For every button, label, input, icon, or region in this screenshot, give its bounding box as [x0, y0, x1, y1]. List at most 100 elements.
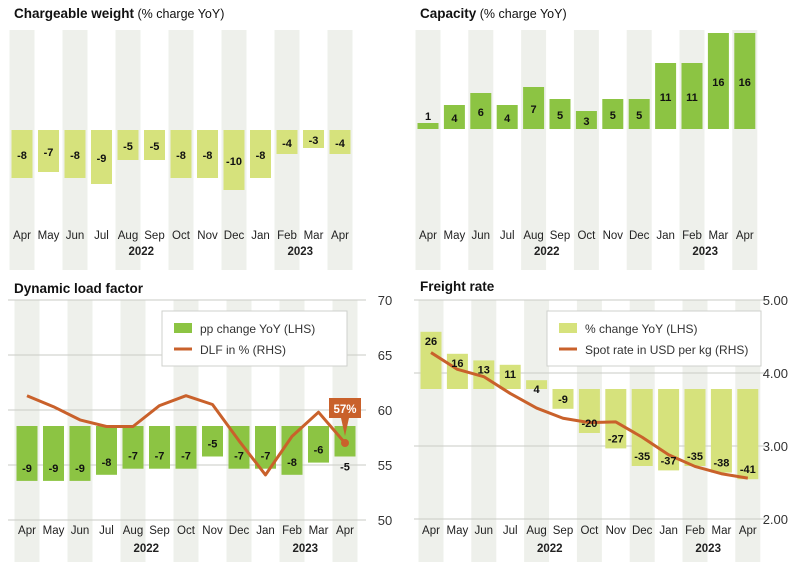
x-tick-label: Nov: [603, 230, 624, 242]
bar-value-label: -4: [335, 138, 346, 150]
bar-value-label: -9: [558, 394, 568, 406]
year-label: 2022: [133, 543, 159, 555]
bar: [117, 130, 139, 160]
bar-value-label: -9: [22, 463, 32, 475]
chart-subtitle: (% charge YoY): [134, 7, 224, 21]
year-label: 2023: [692, 246, 718, 258]
bar: [69, 426, 91, 481]
bar-value-label: 11: [686, 92, 698, 104]
bar: [223, 130, 245, 190]
bar-value-label: 16: [739, 77, 751, 89]
bar: [175, 426, 197, 469]
bar: [443, 105, 465, 129]
legend-box: [546, 310, 762, 367]
bar: [710, 389, 732, 473]
bar-value-label: 11: [504, 369, 516, 381]
bar: [549, 99, 571, 129]
x-tick-label: Apr: [13, 230, 31, 242]
x-tick-label: Nov: [606, 525, 627, 537]
bar-value-label: -8: [17, 150, 27, 162]
bar-value-label: -38: [713, 458, 729, 470]
legend: % change YoY (LHS) Spot rate in USD per k…: [546, 310, 762, 367]
bar: [496, 105, 518, 129]
x-tick-label: Jul: [94, 230, 109, 242]
bar: [631, 389, 653, 466]
bar-value-label: -35: [687, 451, 703, 463]
x-tick-label: Dec: [629, 230, 650, 242]
bar: [684, 389, 706, 466]
bar: [655, 63, 677, 129]
bar-value-label: 5: [557, 110, 563, 122]
y2-tick-label: 4.00: [763, 366, 788, 381]
column-stripe: [415, 30, 441, 270]
bar: [303, 130, 324, 148]
bar: [420, 331, 442, 389]
x-tick-label: Jul: [503, 525, 518, 537]
bar-value-label: -41: [740, 464, 756, 476]
bar: [38, 130, 59, 172]
bar: [575, 111, 597, 129]
bar: [144, 130, 165, 160]
x-tick-label: Apr: [739, 525, 757, 537]
bar-value-label: -7: [44, 147, 54, 159]
highlight-point: [341, 439, 349, 447]
legend-box: [161, 310, 348, 367]
bar: [605, 389, 627, 449]
legend: pp change YoY (LHS) DLF in % (RHS): [161, 310, 348, 367]
bar: [523, 87, 545, 129]
x-tick-label: Jun: [71, 525, 90, 537]
y2-tick-label: 5.00: [763, 293, 788, 308]
chart-title: Chargeable weight (% charge YoY): [14, 6, 224, 21]
bar: [552, 389, 574, 409]
bar: [470, 93, 492, 129]
bar-value-label: -8: [256, 150, 266, 162]
bar-value-label: -8: [70, 150, 80, 162]
column-stripe: [626, 30, 652, 270]
x-tick-label: Apr: [336, 525, 354, 537]
bar: [734, 33, 756, 129]
year-label: 2023: [287, 246, 313, 258]
bar-value-label: -5: [340, 462, 350, 474]
bar: [737, 389, 759, 480]
bar: [281, 426, 303, 475]
legend-label: pp change YoY (LHS): [200, 322, 315, 336]
legend-swatch-bar: [174, 323, 192, 333]
column-stripe: [573, 30, 599, 270]
x-tick-label: Sep: [553, 525, 573, 537]
column-stripe: [524, 300, 550, 562]
x-tick-label: Jan: [251, 230, 270, 242]
bar-value-label: 1: [425, 111, 431, 123]
bar-value-label: -7: [155, 451, 165, 463]
bar-value-label: -35: [634, 451, 650, 463]
x-tick-label: May: [43, 525, 65, 537]
chart-subtitle: (% charge YoY): [476, 7, 566, 21]
x-tick-label: Apr: [18, 525, 36, 537]
x-tick-label: Jun: [472, 230, 491, 242]
bar-value-label: 4: [451, 113, 458, 125]
year-label: 2022: [128, 246, 154, 258]
x-tick-label: Feb: [277, 230, 297, 242]
bar: [202, 426, 223, 457]
year-label: 2022: [537, 543, 563, 555]
bar-value-label: 13: [478, 364, 490, 376]
bar-value-label: -7: [128, 451, 138, 463]
bar: [602, 99, 624, 129]
bar: [473, 360, 495, 389]
bar-value-label: -8: [287, 457, 297, 469]
x-tick-label: Oct: [580, 525, 599, 537]
bar-value-label: 5: [610, 110, 616, 122]
y2-tick-label: 2.00: [763, 512, 788, 527]
bar-value-label: -8: [102, 457, 112, 469]
x-tick-label: Nov: [197, 230, 218, 242]
x-tick-label: Aug: [526, 525, 546, 537]
bar-value-label: 11: [660, 92, 672, 104]
bar-value-label: -5: [208, 439, 218, 451]
x-tick-label: Aug: [118, 230, 138, 242]
bar-value-label: 16: [451, 358, 463, 370]
x-tick-label: Jan: [659, 525, 678, 537]
x-tick-label: May: [447, 525, 469, 537]
bar-value-label: -5: [123, 141, 133, 153]
bar: [64, 130, 86, 178]
bar-value-label: -8: [176, 150, 186, 162]
